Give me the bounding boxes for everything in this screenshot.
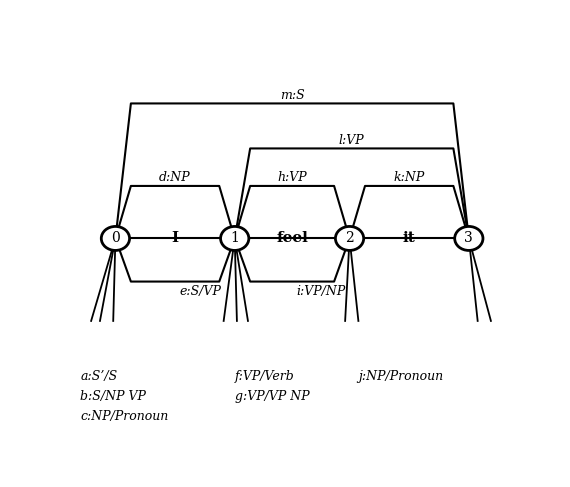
Text: f:VP/Verb
g:VP/VP NP: f:VP/Verb g:VP/VP NP [235,370,310,403]
Circle shape [455,226,483,250]
Circle shape [101,226,129,250]
Text: 3: 3 [465,231,473,245]
Text: 2: 2 [345,231,354,245]
Text: m:S: m:S [280,89,304,102]
Text: h:VP: h:VP [278,171,307,184]
Text: 0: 0 [111,231,120,245]
Text: l:VP: l:VP [339,133,365,147]
Text: 1: 1 [230,231,239,245]
Text: k:NP: k:NP [393,171,425,184]
Text: a:S’/S
b:S/NP VP
c:NP/Pronoun: a:S’/S b:S/NP VP c:NP/Pronoun [80,370,168,423]
Text: i:VP/NP: i:VP/NP [296,284,346,298]
Text: it: it [403,231,416,245]
Text: feel: feel [276,231,308,245]
Circle shape [335,226,364,250]
Text: e:S/VP: e:S/VP [180,284,221,298]
Text: j:NP/Pronoun: j:NP/Pronoun [359,370,443,383]
Circle shape [221,226,249,250]
Text: d:NP: d:NP [159,171,191,184]
Text: I: I [172,231,178,245]
